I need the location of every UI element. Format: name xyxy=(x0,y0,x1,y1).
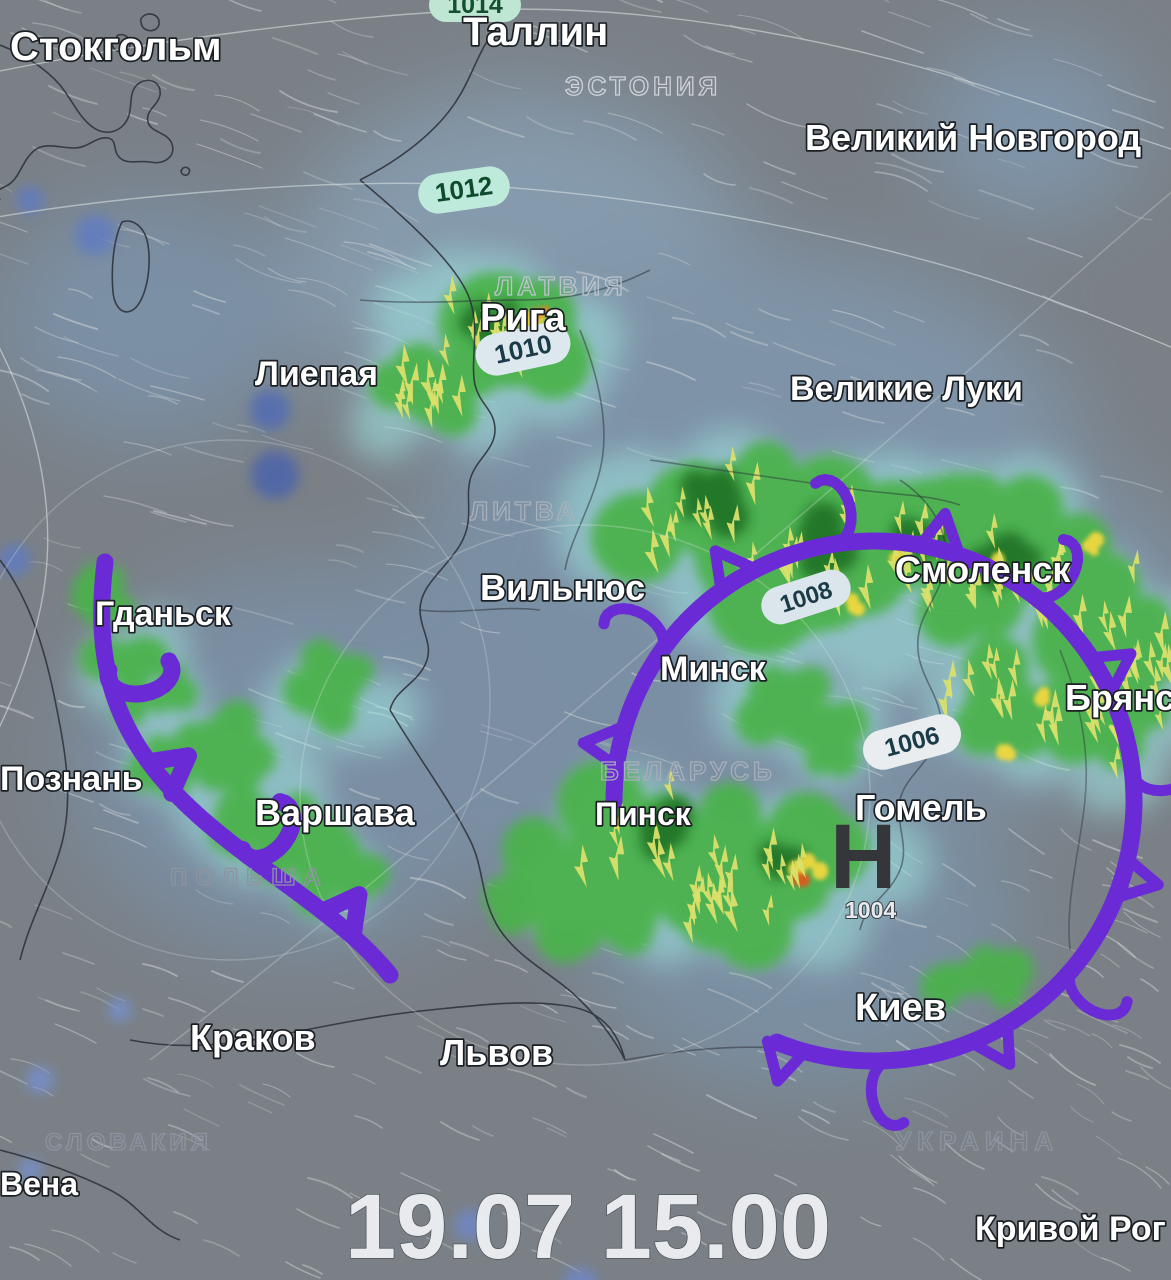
svg-text:Минск: Минск xyxy=(660,650,767,688)
svg-text:Краков: Краков xyxy=(190,1017,316,1058)
svg-text:Гомель: Гомель xyxy=(855,787,987,828)
svg-text:Великие Луки: Великие Луки xyxy=(790,370,1023,408)
svg-text:ЭСТОНИЯ: ЭСТОНИЯ xyxy=(565,71,721,101)
svg-text:Брянск: Брянск xyxy=(1065,677,1171,718)
svg-text:Лиепая: Лиепая xyxy=(255,355,378,393)
svg-text:Стокгольм: Стокгольм xyxy=(10,25,222,69)
svg-text:Таллин: Таллин xyxy=(463,10,608,54)
svg-text:ЛИТВА: ЛИТВА xyxy=(470,496,579,526)
svg-text:Вена: Вена xyxy=(0,1166,78,1202)
svg-text:Вильнюс: Вильнюс xyxy=(480,567,645,608)
svg-text:БЕЛАРУСЬ: БЕЛАРУСЬ xyxy=(600,756,776,786)
svg-text:Смоленск: Смоленск xyxy=(895,549,1071,590)
svg-text:Гданьск: Гданьск xyxy=(95,595,232,633)
svg-text:Львов: Львов xyxy=(440,1032,553,1073)
svg-text:Великий Новгород: Великий Новгород xyxy=(805,117,1141,158)
svg-text:Пинск: Пинск xyxy=(595,796,692,832)
svg-text:Рига: Рига xyxy=(480,297,567,339)
svg-text:Варшава: Варшава xyxy=(255,792,416,833)
svg-text:Киев: Киев xyxy=(855,987,946,1029)
svg-text:Познань: Познань xyxy=(0,760,143,798)
svg-text:ПОЛЬША: ПОЛЬША xyxy=(170,864,329,891)
svg-text:СЛОВАКИЯ: СЛОВАКИЯ xyxy=(45,1129,212,1156)
svg-text:УКРАИНА: УКРАИНА xyxy=(895,1126,1059,1156)
svg-text:Кривой Рог: Кривой Рог xyxy=(975,1210,1166,1248)
svg-text:ЛАТВИЯ: ЛАТВИЯ xyxy=(495,271,627,301)
